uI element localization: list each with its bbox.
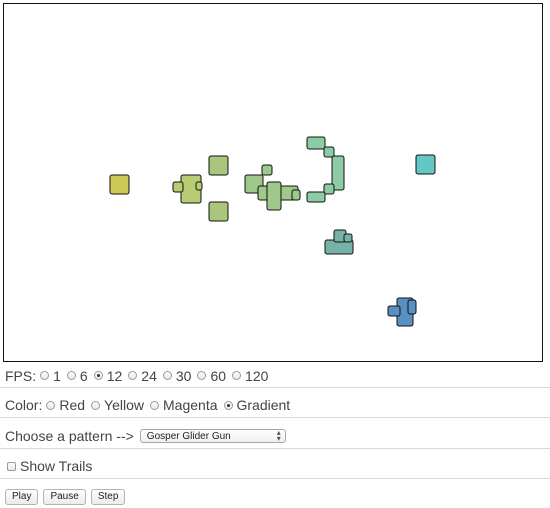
cell-cluster-block-3b bbox=[208, 201, 229, 222]
live-cell bbox=[195, 181, 203, 191]
select-arrows-icon: ▴ ▾ bbox=[276, 428, 281, 443]
radio-button[interactable] bbox=[162, 371, 172, 380]
pattern-row: Choose a pattern --> Gosper Glider Gun ▴… bbox=[0, 424, 550, 449]
fps-options: 1 6 12 24 30 60 120 bbox=[40, 368, 274, 384]
radio-button[interactable] bbox=[128, 371, 138, 380]
color-option-magenta[interactable]: Magenta bbox=[150, 397, 218, 413]
radio-button[interactable] bbox=[232, 371, 242, 380]
live-cell bbox=[208, 201, 229, 222]
fps-option-1[interactable]: 1 bbox=[40, 368, 61, 384]
live-cell bbox=[261, 164, 273, 176]
pattern-label: Choose a pattern --> bbox=[5, 428, 134, 444]
fps-option-label: 30 bbox=[175, 367, 192, 384]
cell-cluster-block-6 bbox=[415, 154, 436, 175]
live-cell bbox=[208, 155, 229, 176]
color-option-label: Gradient bbox=[236, 397, 291, 413]
trails-row: Show Trails bbox=[0, 454, 550, 479]
live-cell bbox=[323, 183, 335, 195]
fps-option-label: 24 bbox=[141, 367, 157, 384]
live-cell bbox=[306, 136, 326, 150]
live-cell bbox=[415, 154, 436, 175]
game-canvas[interactable] bbox=[4, 4, 542, 361]
cell-cluster-cluster-4 bbox=[244, 164, 301, 211]
live-cell bbox=[323, 146, 335, 158]
live-cell bbox=[109, 174, 130, 195]
live-cell bbox=[172, 181, 184, 193]
live-cell bbox=[291, 189, 301, 201]
pattern-select-value: Gosper Glider Gun bbox=[146, 430, 231, 442]
live-cell bbox=[331, 155, 345, 191]
live-cell bbox=[407, 299, 417, 315]
radio-button[interactable] bbox=[223, 400, 233, 410]
game-board[interactable] bbox=[3, 3, 543, 362]
fps-option-120[interactable]: 120 bbox=[232, 368, 268, 384]
radio-button[interactable] bbox=[150, 400, 160, 410]
color-label: Color: bbox=[5, 397, 43, 413]
color-option-label: Yellow bbox=[104, 397, 145, 413]
live-cell bbox=[343, 233, 353, 243]
color-option-yellow[interactable]: Yellow bbox=[91, 397, 144, 413]
radio-button[interactable] bbox=[46, 400, 56, 410]
play-button[interactable]: Play bbox=[5, 488, 39, 505]
radio-button[interactable] bbox=[197, 371, 207, 380]
fps-option-60[interactable]: 60 bbox=[197, 368, 226, 384]
radio-button[interactable] bbox=[40, 371, 50, 380]
fps-row: FPS: 1 6 12 24 30 60 120 bbox=[0, 364, 550, 388]
color-options: Red Yellow Magenta Gradient bbox=[46, 397, 296, 413]
fps-option-label: 1 bbox=[53, 367, 61, 384]
pattern-select[interactable]: Gosper Glider Gun ▴ ▾ bbox=[139, 428, 286, 443]
controls-row: Play Pause Step bbox=[0, 485, 550, 508]
step-button[interactable]: Step bbox=[90, 488, 126, 505]
cell-cluster-block-1 bbox=[109, 174, 130, 195]
fps-option-label: 6 bbox=[79, 367, 88, 384]
color-row: Color: Red Yellow Magenta Gradient bbox=[0, 393, 550, 418]
color-option-red[interactable]: Red bbox=[46, 397, 85, 413]
fps-option-6[interactable]: 6 bbox=[66, 367, 88, 384]
radio-button[interactable] bbox=[91, 400, 101, 410]
cell-cluster-cluster-8 bbox=[387, 297, 417, 327]
show-trails-label: Show Trails bbox=[20, 458, 93, 474]
fps-option-24[interactable]: 24 bbox=[128, 368, 157, 384]
live-cell bbox=[266, 181, 282, 211]
fps-option-label: 60 bbox=[210, 367, 227, 384]
color-option-label: Red bbox=[59, 397, 86, 413]
cell-cluster-cluster-2 bbox=[172, 174, 203, 204]
live-cell bbox=[306, 191, 326, 203]
fps-option-label: 120 bbox=[245, 367, 269, 384]
color-option-label: Magenta bbox=[163, 397, 218, 413]
cell-cluster-block-3a bbox=[208, 155, 229, 176]
radio-button[interactable] bbox=[66, 371, 76, 380]
fps-option-30[interactable]: 30 bbox=[162, 367, 192, 384]
fps-option-12[interactable]: 12 bbox=[93, 367, 123, 384]
cell-cluster-cluster-7 bbox=[324, 229, 354, 255]
show-trails-checkbox[interactable] bbox=[7, 461, 16, 471]
cell-cluster-arc-5 bbox=[306, 136, 345, 203]
fps-label: FPS: bbox=[5, 367, 37, 384]
fps-option-label: 12 bbox=[106, 367, 123, 384]
radio-button[interactable] bbox=[93, 371, 103, 380]
color-option-gradient[interactable]: Gradient bbox=[223, 397, 291, 413]
live-cell bbox=[387, 305, 401, 317]
pause-button[interactable]: Pause bbox=[43, 488, 86, 505]
